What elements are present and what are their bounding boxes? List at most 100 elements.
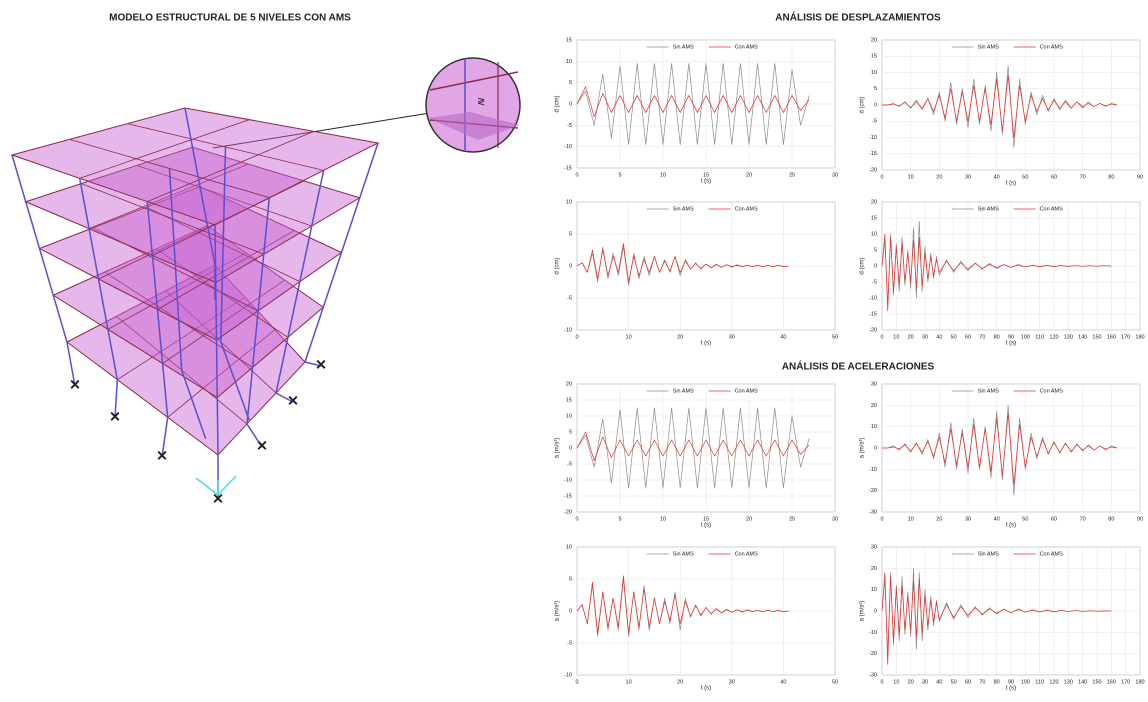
y-tick-label: -10 [869,467,877,473]
x-tick-label: 30 [832,172,838,178]
y-tick-label: 10 [566,413,572,419]
x-tick-label: 60 [1051,516,1057,522]
legend-label: Con AMS [1040,551,1064,557]
x-tick-label: 15 [703,516,709,522]
x-tick-label: 0 [575,516,578,522]
legend-label: Con AMS [1040,44,1064,50]
y-tick-label: -10 [869,630,877,636]
x-tick-label: 70 [979,334,985,340]
y-tick-label: 20 [871,37,877,43]
damper-icon: ≷ [477,97,485,108]
y-tick-label: 10 [871,231,877,237]
x-tick-label: 160 [1107,679,1116,685]
y-tick-label: 30 [871,544,877,550]
x-tick-label: 170 [1121,679,1130,685]
y-tick-label: -20 [564,509,572,515]
x-tick-label: 80 [994,679,1000,685]
legend-label: Sin AMS [978,551,999,557]
y-tick-label: 10 [871,424,877,430]
y-tick-label: 10 [871,587,877,593]
x-tick-label: 25 [789,516,795,522]
x-tick-label: 30 [729,334,735,340]
x-tick-label: 10 [626,334,632,340]
y-tick-label: -5 [872,119,877,125]
y-tick-label: -30 [869,672,877,678]
x-tick-label: 60 [965,679,971,685]
y-tick-label: 0 [874,608,877,614]
y-tick-label: 0 [874,263,877,269]
y-tick-label: 15 [566,37,572,43]
x-tick-label: 30 [729,679,735,685]
legend-label: Sin AMS [673,388,694,394]
x-tick-label: 10 [908,516,914,522]
x-tick-label: 10 [908,174,914,180]
x-tick-label: 150 [1092,679,1101,685]
x-tick-label: 110 [1035,334,1044,340]
x-tick-label: 80 [1108,174,1114,180]
legend-label: Con AMS [1040,388,1064,394]
x-axis-label: t (s) [1006,181,1016,187]
section-title: ANÁLISIS DE ACELERACIONES [782,360,935,373]
x-tick-label: 0 [880,679,883,685]
x-tick-label: 70 [1080,174,1086,180]
y-axis-label: d (cm) [555,258,561,275]
y-tick-label: 10 [566,544,572,550]
y-tick-label: -20 [869,327,877,333]
x-tick-label: 140 [1078,334,1087,340]
x-tick-label: 20 [746,516,752,522]
y-tick-label: -5 [567,640,572,646]
x-axis-label: t (s) [1006,341,1016,347]
y-tick-label: -10 [564,477,572,483]
support-icon: ✕ [315,357,327,373]
page: MODELO ESTRUCTURAL DE 5 NIVELES CON AMS … [0,0,1148,702]
x-tick-label: 20 [908,334,914,340]
x-tick-label: 110 [1035,679,1044,685]
x-tick-label: 40 [994,174,1000,180]
x-tick-label: 30 [922,679,928,685]
legend-label: Sin AMS [978,388,999,394]
x-tick-label: 160 [1107,334,1116,340]
x-tick-label: 50 [951,334,957,340]
y-tick-label: -5 [872,279,877,285]
x-tick-label: 0 [575,172,578,178]
x-axis-label: t (s) [701,341,711,347]
y-axis-label: a (m/s²) [555,601,561,622]
x-tick-label: 10 [893,334,899,340]
x-tick-label: 5 [618,516,621,522]
y-tick-label: 5 [874,86,877,92]
x-tick-label: 40 [936,679,942,685]
y-tick-label: -30 [869,509,877,515]
y-tick-label: -15 [869,151,877,157]
y-tick-label: 20 [871,199,877,205]
y-axis-label: a (m/s²) [860,438,866,459]
y-tick-label: 0 [874,102,877,108]
chart: -30-20-100102030010203040506070809010011… [860,544,1145,691]
y-tick-label: -10 [564,672,572,678]
x-tick-label: 130 [1064,334,1073,340]
y-tick-label: 5 [569,231,572,237]
y-tick-label: 10 [566,199,572,205]
y-axis-label: a (m/s²) [860,601,866,622]
legend-label: Sin AMS [673,551,694,557]
y-tick-label: -20 [869,488,877,494]
x-tick-label: 100 [1021,679,1030,685]
y-tick-label: 5 [569,80,572,86]
y-tick-label: 15 [566,397,572,403]
legend-label: Con AMS [1040,206,1064,212]
chart: -20-15-10-505101520051015202530t (s)a (m… [555,381,838,528]
support-icon: ✕ [156,448,168,464]
x-tick-label: 40 [780,679,786,685]
y-tick-label: 30 [871,381,877,387]
x-tick-label: 25 [789,172,795,178]
support-icon: ✕ [109,409,121,425]
y-tick-label: -10 [869,135,877,141]
y-tick-label: 15 [871,215,877,221]
y-tick-label: 0 [569,608,572,614]
y-tick-label: 5 [569,576,572,582]
x-tick-label: 30 [965,516,971,522]
x-tick-label: 70 [979,679,985,685]
x-tick-label: 170 [1121,334,1130,340]
y-axis-label: a (m/s²) [555,438,561,459]
x-tick-label: 120 [1049,334,1058,340]
y-tick-label: -10 [564,144,572,150]
